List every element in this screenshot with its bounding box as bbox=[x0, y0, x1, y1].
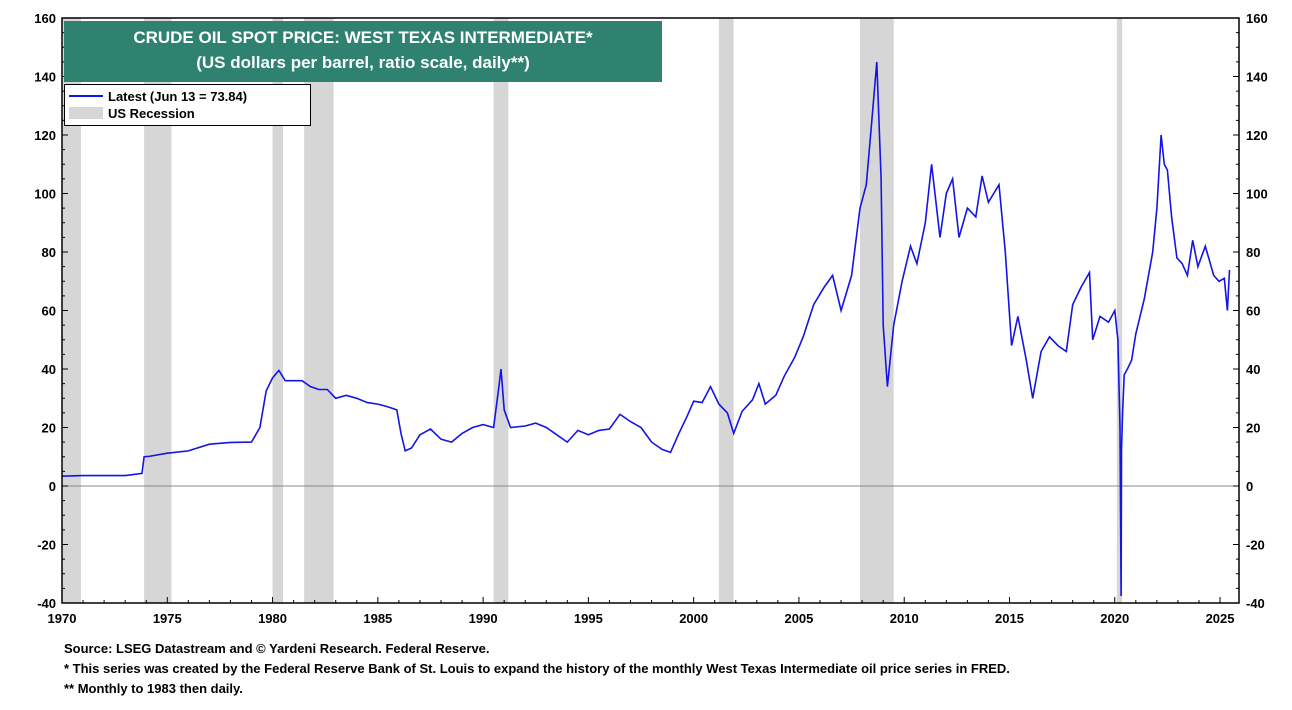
ytick-label-right: 80 bbox=[1246, 245, 1260, 260]
ytick-label-left: -40 bbox=[37, 596, 56, 611]
recession-band-2 bbox=[272, 18, 284, 603]
legend-item-latest: Latest (Jun 13 = 73.84) bbox=[69, 88, 247, 104]
ytick-label-left: 20 bbox=[42, 421, 56, 436]
xtick-label: 1990 bbox=[469, 611, 498, 626]
recession-band-4 bbox=[493, 18, 509, 603]
xtick-label: 2020 bbox=[1100, 611, 1129, 626]
footnotes: Source: LSEG Datastream and © Yardeni Re… bbox=[64, 639, 1010, 699]
xtick-label: 1975 bbox=[153, 611, 182, 626]
legend-swatch-recession bbox=[69, 107, 103, 119]
legend-label-latest: Latest (Jun 13 = 73.84) bbox=[108, 88, 248, 104]
legend: Latest (Jun 13 = 73.84) US Recession bbox=[64, 84, 311, 126]
ytick-label-left: -20 bbox=[37, 538, 56, 553]
ytick-label-right: 0 bbox=[1246, 479, 1253, 494]
xtick-label: 2025 bbox=[1206, 611, 1235, 626]
legend-label-recession: US Recession bbox=[108, 105, 195, 121]
ytick-label-right: 100 bbox=[1246, 187, 1268, 202]
xtick-label: 1970 bbox=[48, 611, 77, 626]
legend-item-recession: US Recession bbox=[69, 105, 195, 121]
series-line-wti bbox=[61, 61, 1231, 597]
xtick-label: 2010 bbox=[890, 611, 919, 626]
recession-band-7 bbox=[1116, 18, 1123, 603]
ytick-label-left: 160 bbox=[34, 11, 56, 26]
ytick-label-right: 140 bbox=[1246, 70, 1268, 85]
xtick-label: 1980 bbox=[258, 611, 287, 626]
ytick-label-left: 120 bbox=[34, 128, 56, 143]
ytick-label-left: 0 bbox=[49, 479, 56, 494]
ytick-label-right: 120 bbox=[1246, 128, 1268, 143]
ytick-label-left: 60 bbox=[42, 304, 56, 319]
ytick-label-right: 40 bbox=[1246, 362, 1260, 377]
ytick-label-left: 140 bbox=[34, 70, 56, 85]
recession-band-0 bbox=[62, 18, 81, 603]
ytick-label-right: -20 bbox=[1246, 538, 1265, 553]
legend-swatch-line bbox=[69, 95, 103, 97]
ytick-label-left: 80 bbox=[42, 245, 56, 260]
xtick-label: 2015 bbox=[995, 611, 1024, 626]
recession-band-6 bbox=[860, 18, 894, 603]
xtick-label: 1985 bbox=[363, 611, 392, 626]
footnote-1: * This series was created by the Federal… bbox=[64, 661, 1010, 676]
ytick-label-left: 100 bbox=[34, 187, 56, 202]
ytick-label-right: 160 bbox=[1246, 11, 1268, 26]
ytick-label-right: -40 bbox=[1246, 596, 1265, 611]
xtick-label: 1995 bbox=[574, 611, 603, 626]
chart-title-box: CRUDE OIL SPOT PRICE: WEST TEXAS INTERME… bbox=[64, 21, 662, 82]
footnote-2: ** Monthly to 1983 then daily. bbox=[64, 681, 243, 696]
chart-subtitle: (US dollars per barrel, ratio scale, dai… bbox=[196, 53, 530, 72]
ytick-label-right: 20 bbox=[1246, 421, 1260, 436]
recession-band-5 bbox=[718, 18, 734, 603]
xtick-label: 2000 bbox=[679, 611, 708, 626]
ytick-label-left: 40 bbox=[42, 362, 56, 377]
source-note: Source: LSEG Datastream and © Yardeni Re… bbox=[64, 641, 490, 656]
ytick-label-right: 60 bbox=[1246, 304, 1260, 319]
xtick-label: 2005 bbox=[784, 611, 813, 626]
chart-title: CRUDE OIL SPOT PRICE: WEST TEXAS INTERME… bbox=[133, 28, 593, 47]
